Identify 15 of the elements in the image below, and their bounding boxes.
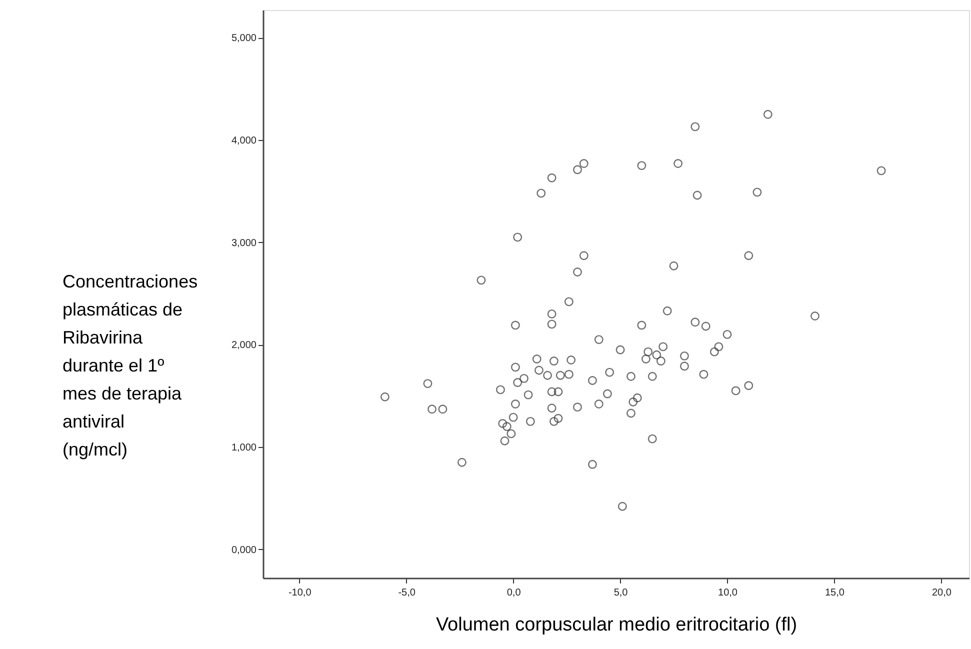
x-tick-label: 10,0 [718,588,738,598]
x-tick-label: 15,0 [824,588,845,598]
x-tick-label: 0,0 [506,588,522,598]
y-tick-label: 5,000 [231,33,257,44]
x-tick-label: -5,0 [398,588,416,598]
x-tick-label: -10,0 [288,588,312,598]
y-tick-label: 1,000 [231,442,257,454]
y-axis-title: Concentraciones plasmáticas de Ribavirina durante el 1º mes de terapia antiviral (ng/mcl) [62,272,198,460]
x-tick-label: 5,0 [614,588,628,598]
y-tick-label: 3,000 [231,238,257,249]
y-tick-label: 0,000 [231,544,257,556]
x-tick-label: 20,0 [932,588,952,598]
y-tick-label: 4,000 [231,135,257,146]
y-tick-label: 2,000 [231,340,257,352]
x-axis-title: Volumen corpuscular medio eritrocitario (fl) [436,614,798,636]
